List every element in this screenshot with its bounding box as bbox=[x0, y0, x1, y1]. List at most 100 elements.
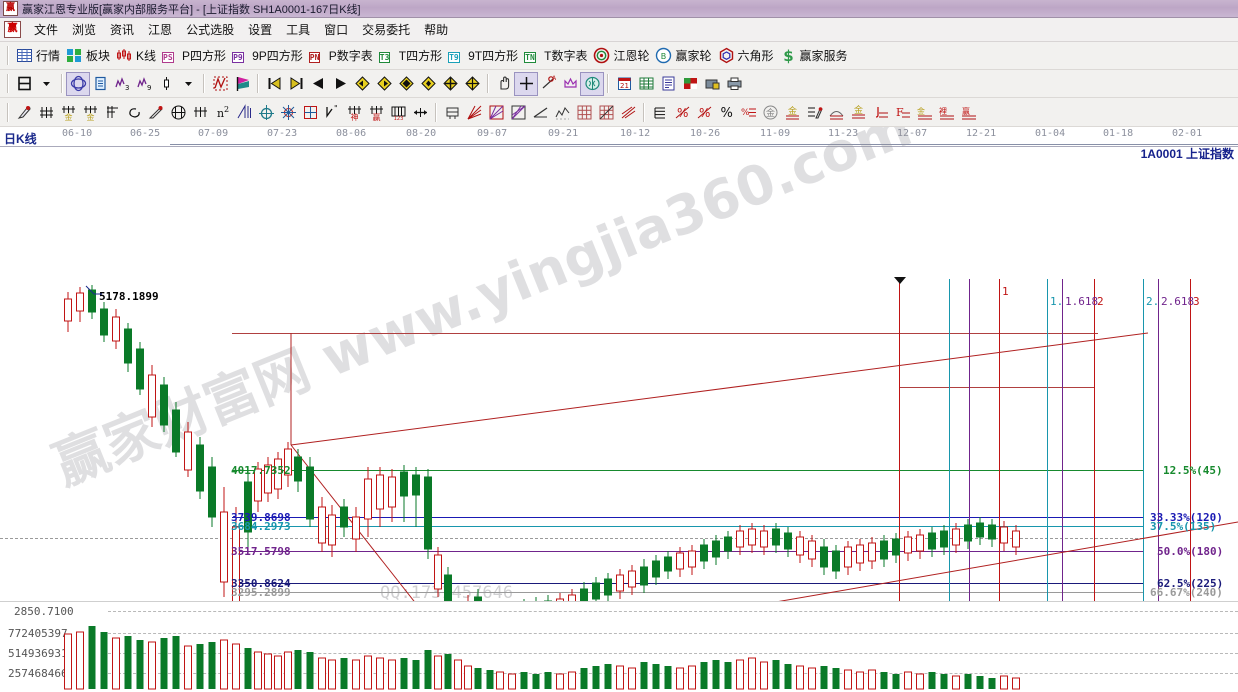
gold-line-icon[interactable]: 金 bbox=[781, 101, 803, 123]
menu-item-formula[interactable]: 公式选股 bbox=[186, 23, 235, 37]
clipboard-icon[interactable] bbox=[89, 73, 111, 95]
calendar-21-icon[interactable]: 21 bbox=[613, 73, 635, 95]
dropdown-arrow-icon[interactable] bbox=[35, 73, 57, 95]
dropdown-arrow2-icon[interactable] bbox=[177, 73, 199, 95]
grid-f-icon[interactable] bbox=[101, 101, 123, 123]
hand-icon[interactable] bbox=[493, 73, 515, 95]
f-lines-icon[interactable]: F bbox=[891, 101, 913, 123]
wave3-icon[interactable]: 3 bbox=[111, 73, 133, 95]
fan-box-icon[interactable] bbox=[485, 101, 507, 123]
candle-icon[interactable] bbox=[155, 73, 177, 95]
next-icon[interactable] bbox=[329, 73, 351, 95]
toolbar-button-9t-square[interactable]: T9 9T四方形 bbox=[445, 45, 521, 67]
chart-canvas[interactable]: 日K线 06-10 06-25 07-09 07-23 08-06 08-20 … bbox=[0, 127, 1238, 679]
volume-pane[interactable]: 2850.7100 772405397 514936931 257468466 bbox=[0, 601, 1238, 692]
spiral-icon[interactable] bbox=[123, 101, 145, 123]
zoom-right-icon[interactable] bbox=[373, 73, 395, 95]
gold-lines-icon[interactable]: 金 bbox=[847, 101, 869, 123]
j-lines-icon[interactable] bbox=[869, 101, 891, 123]
toolbar-button-p-square[interactable]: PS P四方形 bbox=[159, 45, 229, 67]
rocket-icon[interactable] bbox=[13, 101, 35, 123]
menu-logo-icon[interactable]: 赢 bbox=[4, 21, 21, 38]
ladder2-icon[interactable] bbox=[189, 101, 211, 123]
menu-item-window[interactable]: 窗口 bbox=[324, 23, 349, 37]
zoom-left-icon[interactable] bbox=[351, 73, 373, 95]
toolbar-button-gann-wheel[interactable]: 江恩轮 bbox=[590, 45, 652, 67]
prev-icon[interactable] bbox=[307, 73, 329, 95]
gold-circle-icon[interactable]: 金 bbox=[759, 101, 781, 123]
zigzag-icon[interactable] bbox=[551, 101, 573, 123]
menu-item-gann[interactable]: 江恩 bbox=[148, 23, 173, 37]
fan-grid-icon[interactable] bbox=[507, 101, 529, 123]
vcurve-icon[interactable]: " bbox=[321, 101, 343, 123]
percent-cross-icon[interactable]: % bbox=[671, 101, 693, 123]
star-target-icon[interactable] bbox=[277, 101, 299, 123]
grid-red2-icon[interactable] bbox=[595, 101, 617, 123]
brain-icon[interactable] bbox=[580, 71, 604, 96]
toolbar-button-winner-wheel[interactable]: B 赢家轮 bbox=[652, 45, 714, 67]
flag-colors-icon[interactable] bbox=[231, 73, 253, 95]
menu-item-browse[interactable]: 浏览 bbox=[72, 23, 97, 37]
calendar-day-icon[interactable] bbox=[13, 73, 35, 95]
shen-grid-icon[interactable]: 神 bbox=[343, 101, 365, 123]
ladder-icon[interactable] bbox=[35, 101, 57, 123]
percent-list-icon[interactable]: % bbox=[737, 101, 759, 123]
gold-grid1-icon[interactable]: 金 bbox=[57, 101, 79, 123]
numbers-grid-icon[interactable]: 123 bbox=[387, 101, 409, 123]
menu-item-help[interactable]: 帮助 bbox=[424, 23, 449, 37]
toolbar-button-p-numbers[interactable]: PN P数字表 bbox=[306, 45, 376, 67]
li-lines-icon[interactable]: 裡 bbox=[935, 101, 957, 123]
printer-icon[interactable] bbox=[723, 73, 745, 95]
table-icon[interactable] bbox=[635, 73, 657, 95]
menu-item-settings[interactable]: 设置 bbox=[248, 23, 273, 37]
save-disk-icon[interactable] bbox=[679, 73, 701, 95]
toolbar-button-t-square[interactable]: T3 T四方形 bbox=[376, 45, 445, 67]
grid-red-icon[interactable] bbox=[573, 101, 595, 123]
circle-grid-icon[interactable] bbox=[167, 101, 189, 123]
toolbar-button-quotes[interactable]: 行情 bbox=[13, 45, 63, 67]
menu-item-news[interactable]: 资讯 bbox=[110, 23, 135, 37]
toolbar-button-kline[interactable]: K线 bbox=[113, 45, 159, 67]
cross-grid-icon[interactable] bbox=[617, 101, 639, 123]
wave9-icon[interactable]: 9 bbox=[133, 73, 155, 95]
gold-grid2-icon[interactable]: 金 bbox=[79, 101, 101, 123]
menu-item-file[interactable]: 文件 bbox=[34, 23, 59, 37]
crown-icon[interactable] bbox=[559, 73, 581, 95]
cycle-icon[interactable] bbox=[66, 71, 90, 96]
last-page-icon[interactable] bbox=[285, 73, 307, 95]
percent-cross2-icon[interactable]: % bbox=[693, 101, 715, 123]
menu-item-trade[interactable]: 交易委托 bbox=[362, 23, 411, 37]
percent-icon[interactable]: % bbox=[715, 101, 737, 123]
fan-red-icon[interactable] bbox=[463, 101, 485, 123]
zoom-in-icon[interactable] bbox=[395, 73, 417, 95]
fit-icon[interactable] bbox=[461, 73, 483, 95]
ying-lines-icon[interactable]: 赢 bbox=[957, 101, 979, 123]
angle-icon[interactable] bbox=[233, 101, 255, 123]
arrow-span-icon[interactable] bbox=[409, 101, 431, 123]
first-page-icon[interactable] bbox=[263, 73, 285, 95]
frame-icon[interactable] bbox=[441, 101, 463, 123]
draw-tool-icon[interactable]: A bbox=[537, 73, 559, 95]
mic-icon[interactable] bbox=[803, 101, 825, 123]
report-icon[interactable] bbox=[657, 73, 679, 95]
gold-step-icon[interactable]: 金 bbox=[913, 101, 935, 123]
toolbar-button-hexagon[interactable]: 六角形 bbox=[715, 45, 777, 67]
toolbar-button-winner-service[interactable]: $ 赢家服务 bbox=[777, 45, 851, 67]
toolbar-button-t-numbers[interactable]: TN T数字表 bbox=[521, 45, 590, 67]
crosshair-icon[interactable] bbox=[514, 71, 538, 96]
target-icon[interactable] bbox=[255, 101, 277, 123]
arc-icon[interactable] bbox=[825, 101, 847, 123]
zoom-out-icon[interactable] bbox=[417, 73, 439, 95]
expand-icon[interactable] bbox=[439, 73, 461, 95]
angle-line-icon[interactable] bbox=[529, 101, 551, 123]
box-target-icon[interactable] bbox=[299, 101, 321, 123]
toolbar-button-9p-square[interactable]: P9 9P四方形 bbox=[229, 45, 306, 67]
print-icon[interactable] bbox=[701, 73, 723, 95]
ying-grid-icon[interactable]: 赢 bbox=[365, 101, 387, 123]
pattern-icon[interactable] bbox=[209, 73, 231, 95]
menu-item-tools[interactable]: 工具 bbox=[286, 23, 311, 37]
pen-red-icon[interactable] bbox=[145, 101, 167, 123]
list-icon[interactable] bbox=[649, 101, 671, 123]
toolbar-button-blocks[interactable]: 板块 bbox=[63, 45, 113, 67]
